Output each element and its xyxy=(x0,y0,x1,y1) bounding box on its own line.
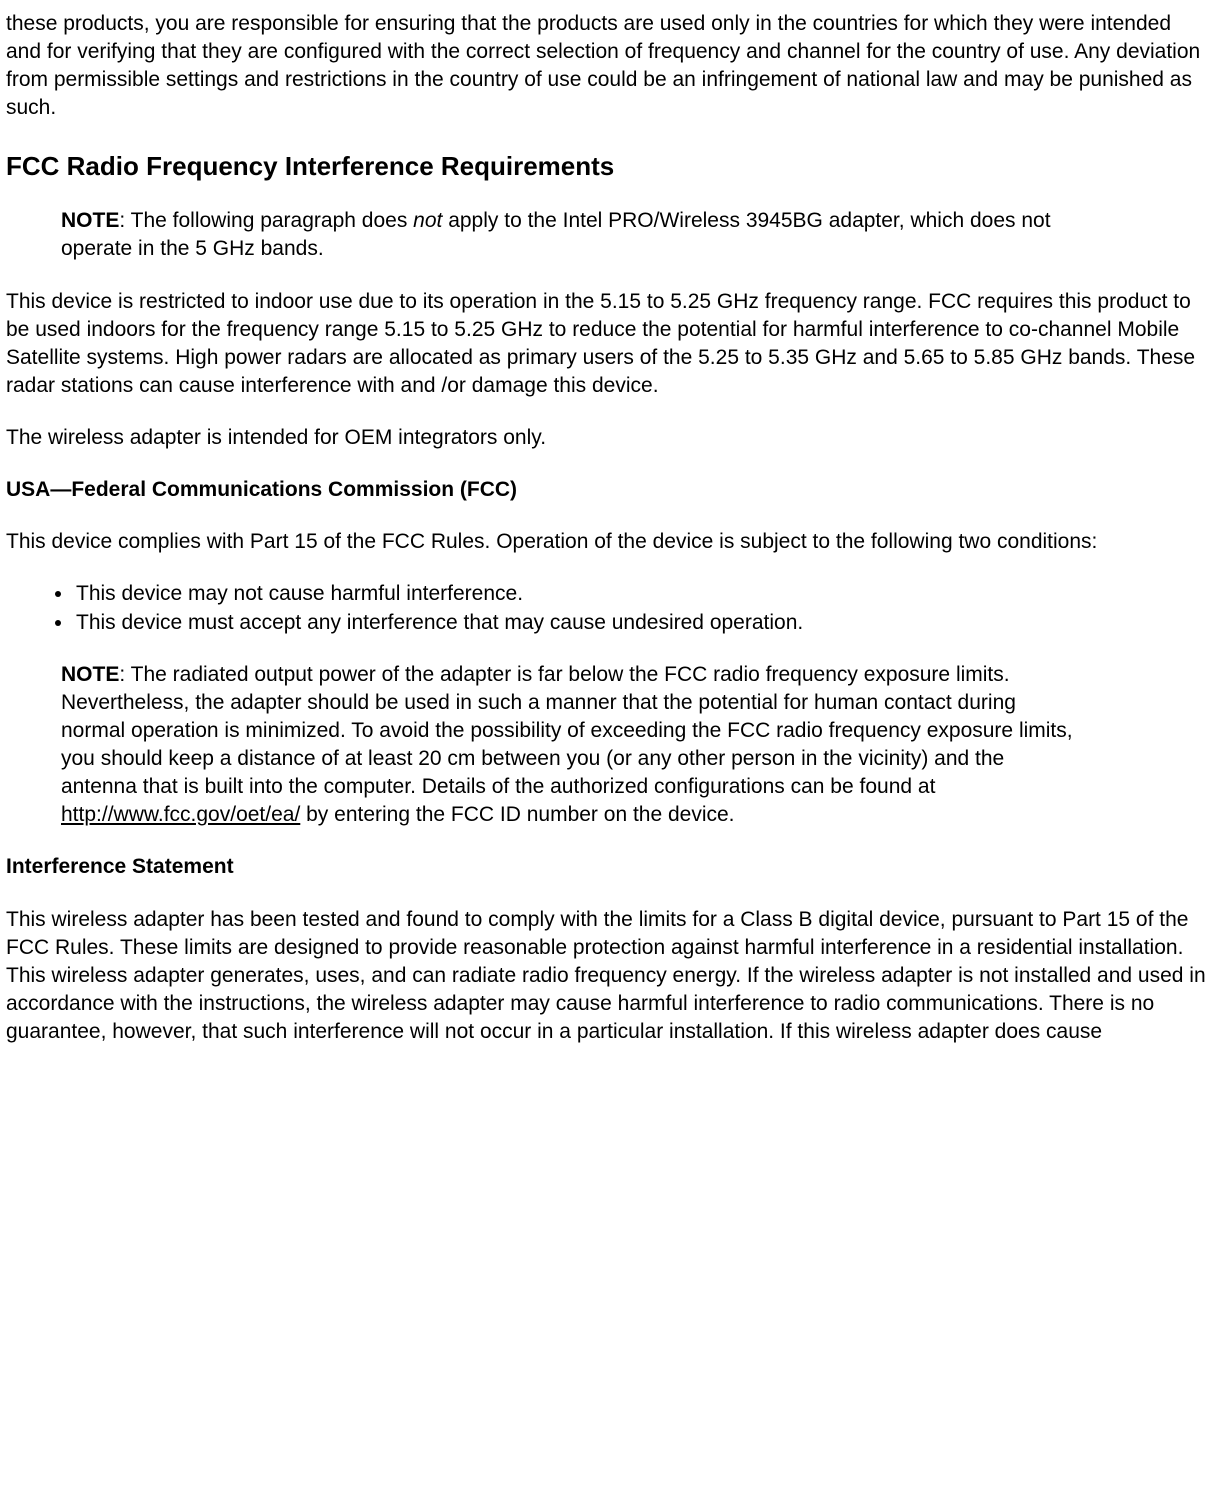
list-item: This device must accept any interference… xyxy=(74,609,1207,637)
note-label: NOTE xyxy=(61,663,119,686)
list-item: This device may not cause harmful interf… xyxy=(74,580,1207,608)
section2-p1: This device complies with Part 15 of the… xyxy=(6,528,1207,556)
section-heading-usa-fcc: USA—Federal Communications Commission (F… xyxy=(6,476,1207,504)
section3-p1: This wireless adapter has been tested an… xyxy=(6,906,1207,1047)
section-heading-interference: Interference Statement xyxy=(6,853,1207,881)
note-text-before: : The radiated output power of the adapt… xyxy=(61,663,1073,799)
intro-paragraph: these products, you are responsible for … xyxy=(6,10,1207,123)
note-text-before: : The following paragraph does xyxy=(119,209,413,232)
note-label: NOTE xyxy=(61,209,119,232)
note-block-1: NOTE: The following paragraph does not a… xyxy=(61,207,1081,263)
note-text-italic: not xyxy=(413,209,442,232)
section-heading-fcc-rfi: FCC Radio Frequency Interference Require… xyxy=(6,149,1207,184)
section1-p2: The wireless adapter is intended for OEM… xyxy=(6,424,1207,452)
conditions-list: This device may not cause harmful interf… xyxy=(6,580,1207,636)
fcc-link[interactable]: http://www.fcc.gov/oet/ea/ xyxy=(61,803,300,826)
note-text-after: by entering the FCC ID number on the dev… xyxy=(300,803,734,826)
section1-p1: This device is restricted to indoor use … xyxy=(6,288,1207,401)
note-block-2: NOTE: The radiated output power of the a… xyxy=(61,661,1081,830)
